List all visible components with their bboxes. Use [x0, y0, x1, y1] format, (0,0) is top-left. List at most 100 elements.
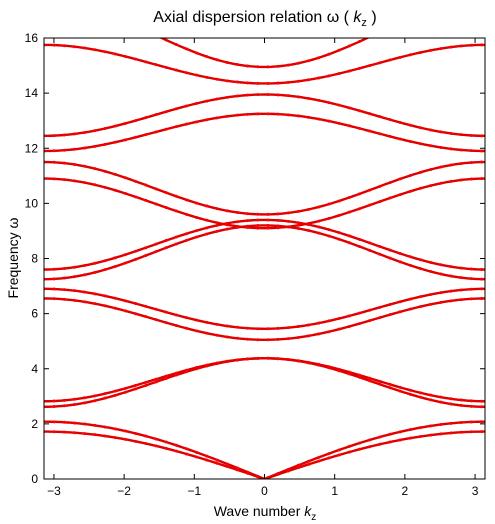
- band-point: [460, 3, 463, 6]
- band-point: [154, 34, 157, 37]
- band-point: [439, 291, 443, 295]
- band-point: [368, 308, 372, 312]
- y-tick-label: 12: [25, 141, 39, 155]
- band-point: [103, 185, 107, 189]
- band-point: [469, 161, 473, 165]
- band-point: [480, 268, 484, 271]
- chart-title-var: k: [353, 9, 362, 26]
- band-point: [368, 379, 372, 383]
- band-point: [469, 404, 473, 408]
- band-point: [205, 118, 209, 122]
- band-point: [399, 22, 402, 25]
- band-point: [307, 229, 311, 233]
- band-point: [398, 385, 402, 389]
- band-point: [184, 452, 188, 456]
- band-point: [266, 65, 270, 69]
- band-point: [286, 326, 290, 330]
- band-point: [347, 196, 351, 199]
- band-point: [134, 25, 137, 28]
- band-point: [215, 221, 219, 225]
- band-point: [398, 430, 402, 434]
- band-point: [327, 456, 331, 460]
- band-point: [225, 79, 229, 83]
- band-point: [347, 241, 351, 245]
- band-point: [113, 140, 117, 144]
- band-point: [154, 380, 158, 384]
- band-point: [286, 94, 290, 98]
- band-point: [347, 106, 351, 110]
- band-point: [317, 205, 321, 209]
- band-point: [83, 164, 87, 168]
- band-point: [419, 126, 423, 130]
- band-point: [113, 427, 117, 431]
- band-point: [266, 93, 270, 97]
- band-point: [246, 112, 250, 116]
- dispersion-band: [44, 356, 485, 403]
- band-point: [205, 320, 209, 324]
- band-point: [296, 359, 300, 363]
- band-point: [296, 209, 300, 213]
- band-point: [215, 207, 219, 211]
- band-point: [469, 277, 473, 281]
- band-point: [388, 118, 392, 122]
- dispersion-band: [44, 177, 485, 230]
- band-point: [480, 1, 483, 4]
- band-point: [63, 2, 66, 5]
- band-point: [73, 289, 77, 293]
- band-point: [459, 288, 463, 292]
- band-point: [154, 63, 158, 67]
- band-point: [164, 38, 168, 42]
- band-point: [103, 50, 107, 54]
- band-point: [429, 260, 433, 264]
- band-point: [266, 223, 270, 227]
- band-point: [174, 449, 178, 453]
- band-point: [419, 267, 423, 271]
- band-point: [266, 356, 270, 360]
- band-point: [317, 332, 321, 336]
- band-point: [235, 113, 239, 117]
- band-curve: [44, 287, 485, 330]
- band-point: [429, 270, 433, 274]
- band-point: [429, 398, 433, 402]
- y-tick-label: 4: [31, 362, 38, 376]
- band-point: [408, 436, 412, 440]
- chart-title: Axial dispersion relation ω ( kz ): [153, 9, 376, 29]
- band-point: [307, 459, 311, 463]
- band-point: [123, 138, 127, 142]
- data-points: [44, 1, 485, 479]
- band-point: [73, 403, 77, 407]
- band-point: [296, 61, 300, 65]
- band-point: [73, 421, 77, 425]
- band-point: [266, 476, 270, 479]
- band-point: [83, 181, 87, 185]
- band-point: [327, 52, 331, 56]
- band-point: [459, 178, 463, 182]
- band-point: [398, 252, 402, 256]
- band-point: [327, 234, 331, 238]
- band-point: [459, 420, 463, 424]
- band-point: [296, 114, 300, 118]
- band-point: [164, 321, 168, 325]
- band-point: [459, 430, 463, 434]
- band-point: [378, 115, 382, 119]
- band-point: [103, 268, 107, 272]
- band-point: [93, 9, 96, 12]
- band-point: [154, 202, 158, 206]
- band-point: [184, 316, 188, 320]
- band-point: [225, 114, 229, 118]
- band-point: [480, 160, 484, 164]
- band-point: [480, 134, 484, 138]
- band-point: [317, 231, 321, 235]
- band-point: [480, 287, 484, 291]
- band-point: [235, 468, 239, 472]
- band-curve: [44, 297, 485, 342]
- band-point: [83, 6, 86, 9]
- band-point: [154, 250, 158, 254]
- band-point: [124, 20, 127, 23]
- band-point: [419, 170, 423, 174]
- band-point: [419, 258, 423, 262]
- band-point: [480, 277, 484, 281]
- band-curve: [44, 357, 485, 408]
- band-point: [388, 134, 392, 138]
